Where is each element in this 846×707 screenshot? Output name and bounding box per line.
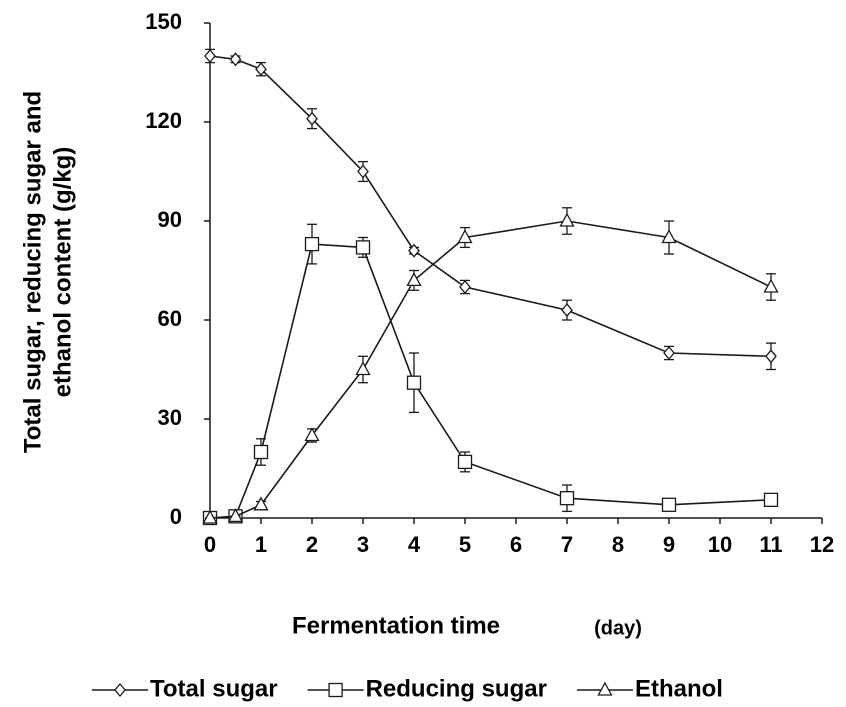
marker	[306, 111, 318, 126]
x-tick-label: 8	[612, 532, 624, 557]
series-line	[209, 220, 772, 519]
marker	[457, 454, 473, 470]
marker	[304, 236, 320, 252]
marker	[763, 492, 779, 508]
x-tick-label: 12	[810, 532, 834, 557]
y-axis-title-line: Total sugar, reducing sugar and	[19, 91, 46, 453]
y-tick-label: 120	[145, 108, 182, 133]
marker	[457, 229, 473, 244]
marker	[229, 52, 242, 67]
marker	[661, 497, 677, 512]
x-tick-label: 9	[663, 532, 675, 557]
marker	[357, 164, 369, 179]
marker	[227, 507, 244, 522]
legend-label: Total sugar	[150, 675, 278, 702]
y-tick-label: 30	[158, 405, 182, 430]
x-tick-label: 1	[255, 532, 267, 557]
x-tick-label: 6	[510, 532, 522, 557]
marker	[355, 361, 371, 376]
marker	[408, 243, 420, 258]
x-tick-label: 11	[759, 532, 782, 557]
x-tick-label: 5	[459, 532, 471, 557]
marker	[459, 279, 471, 295]
marker	[406, 272, 422, 287]
y-axis-title: Total sugar, reducing sugar and ethanol …	[19, 91, 76, 453]
marker	[355, 240, 371, 255]
y-tick-label: 0	[170, 504, 182, 529]
legend-marker	[328, 682, 343, 698]
marker	[559, 212, 575, 227]
legend-label: Ethanol	[635, 675, 723, 702]
x-tick-label: 2	[306, 532, 318, 557]
x-tick-label: 4	[408, 532, 421, 557]
marker	[661, 229, 677, 244]
series-line	[209, 55, 772, 358]
legend-marker	[114, 682, 126, 698]
legend-marker	[597, 681, 613, 696]
marker	[663, 345, 675, 361]
y-tick-label: 90	[158, 207, 182, 232]
marker	[255, 62, 267, 77]
x-axis-unit: (day)	[594, 617, 642, 639]
marker	[253, 496, 269, 511]
marker	[204, 48, 216, 64]
y-tick-label: 60	[158, 306, 182, 331]
marker	[763, 278, 779, 293]
series-line	[209, 243, 772, 519]
marker	[561, 303, 573, 318]
y-tick-label: 150	[145, 9, 182, 34]
marker	[765, 349, 777, 364]
legend-label: Reducing sugar	[366, 675, 547, 702]
x-tick-label: 7	[561, 532, 573, 557]
marker	[202, 509, 218, 524]
marker	[559, 491, 575, 506]
x-tick-label: 0	[204, 532, 216, 557]
marker	[253, 444, 269, 460]
y-axis-title-line: ethanol content (g/kg)	[49, 147, 76, 398]
marker	[304, 427, 320, 442]
marker	[406, 375, 422, 390]
x-axis-title: Fermentation time	[292, 612, 500, 639]
x-tick-label: 10	[708, 532, 732, 557]
x-tick-label: 3	[357, 532, 369, 557]
